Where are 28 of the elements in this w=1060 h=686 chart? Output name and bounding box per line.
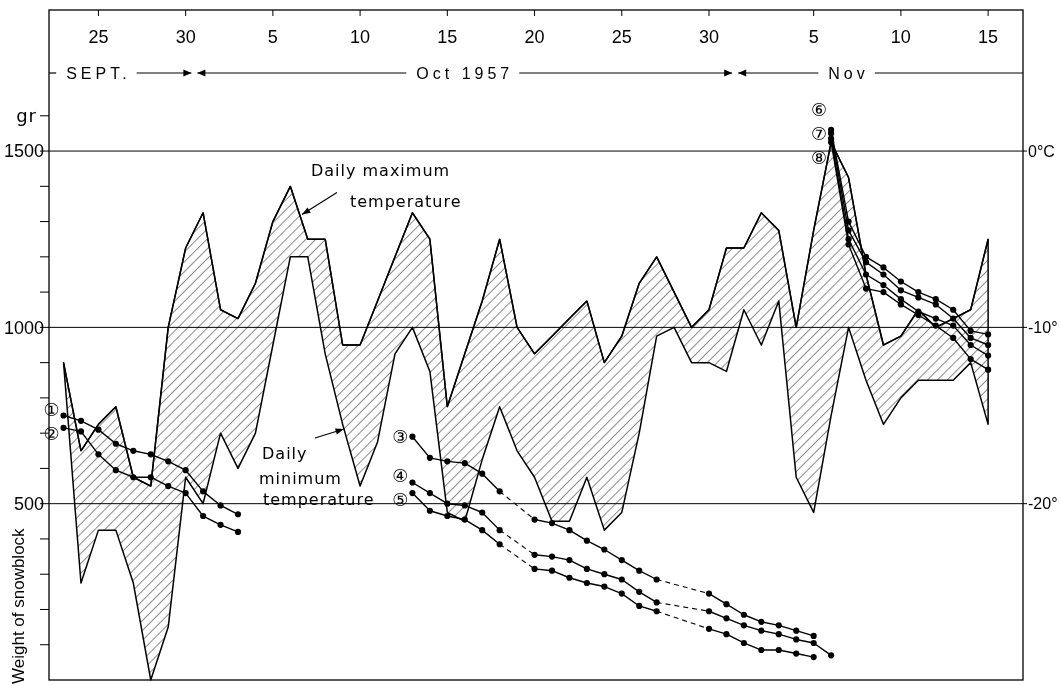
series-label: ④ (392, 465, 409, 487)
x-tick-label: 15 (978, 27, 999, 47)
x-tick-label: 20 (524, 27, 545, 47)
x-tick-label: 15 (437, 27, 458, 47)
x-tick-label: 30 (175, 27, 196, 47)
series-label: ③ (392, 425, 409, 447)
y-tick-label: 1000 (3, 317, 44, 338)
series-label: ⑦ (811, 123, 828, 145)
y-tick-label: 1500 (3, 141, 44, 162)
y-tick-label: 500 (13, 493, 44, 514)
series-label: ⑥ (811, 99, 828, 121)
annotation: Daily maximum temperature (310, 160, 462, 211)
x-tick-label: 5 (808, 27, 819, 47)
text: gr (16, 105, 37, 126)
x-tick-label: 25 (611, 27, 632, 47)
y2-tick-label: 0°C (1028, 142, 1055, 160)
x2-tick-label: Nov (828, 64, 869, 82)
series-label: ⑧ (811, 147, 828, 169)
x-tick-label: 10 (350, 27, 371, 47)
y2-tick-label: -10° (1028, 318, 1058, 336)
x2-tick-label: Oct 1957 (416, 64, 514, 82)
x-tick-label: 25 (88, 27, 109, 47)
y2-tick-label: -20° (1028, 495, 1058, 513)
x-tick-label: 10 (890, 27, 911, 47)
y-axis-title: Weight of snowblock (9, 527, 28, 684)
x2-tick-label: SEPT. (66, 64, 131, 82)
x-tick-label: 5 (267, 27, 278, 47)
x-tick-label: 30 (698, 27, 720, 47)
